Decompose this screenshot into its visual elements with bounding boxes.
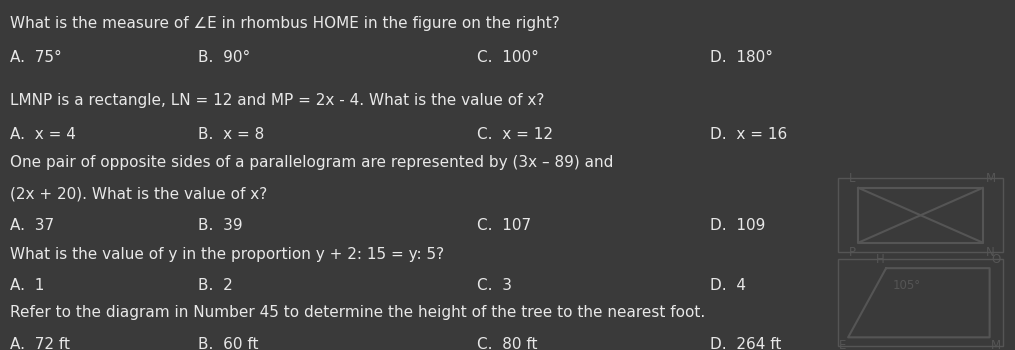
Text: D.  4: D. 4 (710, 278, 746, 293)
Text: What is the measure of ∠E in rhombus HOME in the figure on the right?: What is the measure of ∠E in rhombus HOM… (10, 16, 560, 31)
Text: M: M (986, 172, 996, 185)
Text: O: O (992, 253, 1001, 266)
Text: A.  75°: A. 75° (10, 50, 62, 65)
Text: A.  x = 4: A. x = 4 (10, 127, 76, 142)
Text: A.  72 ft: A. 72 ft (10, 337, 70, 350)
Text: L: L (849, 172, 856, 185)
Text: Refer to the diagram in Number 45 to determine the height of the tree to the nea: Refer to the diagram in Number 45 to det… (10, 305, 705, 320)
Text: D.  264 ft: D. 264 ft (710, 337, 782, 350)
Text: What is the value of y in the proportion y + 2: 15 = y: 5?: What is the value of y in the proportion… (10, 247, 445, 262)
Text: C.  107: C. 107 (477, 218, 531, 233)
Text: B.  90°: B. 90° (198, 50, 250, 65)
Text: P: P (849, 246, 856, 259)
Text: B.  2: B. 2 (198, 278, 232, 293)
Text: H: H (876, 253, 884, 266)
Text: 105°: 105° (893, 279, 922, 292)
Text: A.  37: A. 37 (10, 218, 54, 233)
Text: D.  x = 16: D. x = 16 (710, 127, 788, 142)
Text: One pair of opposite sides of a parallelogram are represented by (3x – 89) and: One pair of opposite sides of a parallel… (10, 155, 613, 170)
Text: C.  x = 12: C. x = 12 (477, 127, 553, 142)
Text: LMNP is a rectangle, LN = 12 and MP = 2x - 4. What is the value of x?: LMNP is a rectangle, LN = 12 and MP = 2x… (10, 93, 544, 108)
Text: N: N (986, 246, 995, 259)
Text: (2x + 20). What is the value of x?: (2x + 20). What is the value of x? (10, 186, 267, 201)
Text: B.  60 ft: B. 60 ft (198, 337, 259, 350)
Text: E: E (839, 339, 847, 350)
Text: B.  39: B. 39 (198, 218, 243, 233)
Text: C.  3: C. 3 (477, 278, 512, 293)
Text: C.  80 ft: C. 80 ft (477, 337, 538, 350)
Text: M: M (992, 339, 1002, 350)
Text: A.  1: A. 1 (10, 278, 45, 293)
Text: D.  180°: D. 180° (710, 50, 773, 65)
Text: D.  109: D. 109 (710, 218, 766, 233)
Text: B.  x = 8: B. x = 8 (198, 127, 264, 142)
Text: C.  100°: C. 100° (477, 50, 539, 65)
